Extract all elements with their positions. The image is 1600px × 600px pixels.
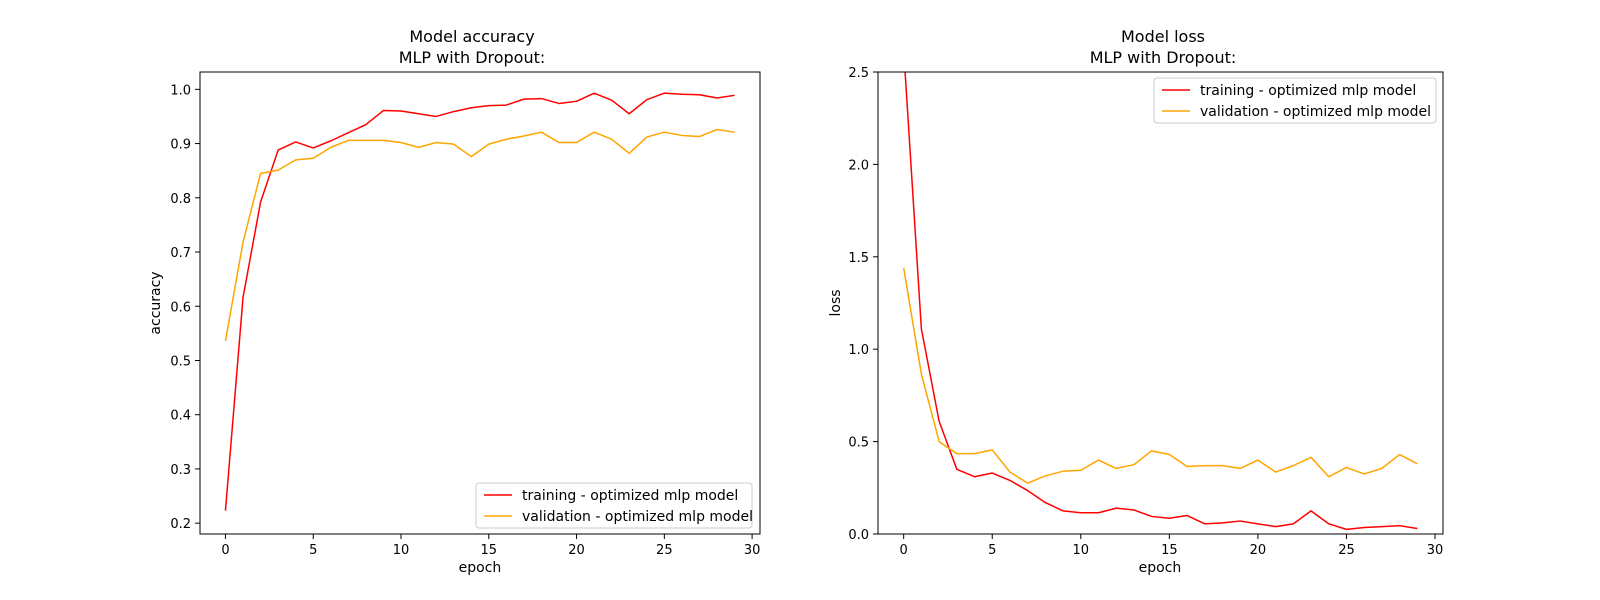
accuracy-x-tick-label: 25 — [656, 543, 673, 558]
loss-x-axis-label: epoch — [1139, 560, 1182, 576]
accuracy-x-tick-label: 30 — [744, 543, 761, 558]
accuracy-x-tick-label: 20 — [568, 543, 585, 558]
accuracy-y-tick-label: 0.3 — [170, 463, 191, 478]
accuracy-x-tick-label: 10 — [393, 543, 410, 558]
loss-chart-title: Model loss — [1121, 27, 1205, 46]
accuracy-y-tick-label: 0.6 — [170, 300, 191, 315]
loss-legend-training-label: training - optimized mlp model — [1200, 83, 1416, 99]
accuracy-y-tick-label: 1.0 — [170, 83, 191, 98]
loss-y-tick-label: 2.0 — [848, 158, 869, 173]
accuracy-x-axis-label: epoch — [459, 560, 502, 576]
loss-chart-panel: Model loss MLP with Dropout: 0 5 10 15 20 25 3… — [828, 27, 1444, 576]
accuracy-y-tick-label: 0.7 — [170, 246, 191, 261]
accuracy-series-training-line — [224, 92, 735, 511]
accuracy-chart-panel: Model accuracy MLP with Dropout: 0 5 10 15 2… — [148, 27, 761, 576]
loss-x-tick-label: 15 — [1161, 543, 1178, 558]
accuracy-legend: training - optimized mlp model validatio… — [475, 482, 753, 529]
loss-plot-area — [902, 72, 1418, 531]
loss-y-tick-label: 0.0 — [848, 528, 869, 543]
loss-x-tick-label: 0 — [900, 543, 908, 558]
accuracy-chart-subtitle: MLP with Dropout: — [399, 48, 546, 67]
accuracy-legend-box — [475, 482, 753, 529]
loss-series-training-line — [904, 72, 1418, 531]
accuracy-x-tick-label: 5 — [309, 543, 317, 558]
loss-legend-box — [1153, 77, 1437, 124]
accuracy-legend-training-label: training - optimized mlp model — [522, 488, 738, 504]
loss-x-tick-label: 25 — [1338, 543, 1355, 558]
loss-y-axis-label: loss — [828, 289, 844, 316]
accuracy-axes-frame — [199, 71, 761, 535]
accuracy-y-tick-label: 0.8 — [170, 192, 191, 207]
accuracy-y-tick-label: 0.2 — [170, 517, 191, 532]
loss-y-tick-label: 1.0 — [848, 343, 869, 358]
loss-chart-subtitle: MLP with Dropout: — [1090, 48, 1237, 67]
loss-x-tick-label: 10 — [1073, 543, 1090, 558]
accuracy-chart-title: Model accuracy — [409, 27, 534, 46]
loss-legend: training - optimized mlp model validatio… — [1153, 77, 1437, 124]
accuracy-x-tick-label: 0 — [221, 543, 229, 558]
accuracy-y-tick-label: 0.4 — [170, 409, 191, 424]
accuracy-y-tick-label: 0.9 — [170, 138, 191, 153]
accuracy-plot-area — [224, 92, 735, 511]
accuracy-y-tick-label: 0.5 — [170, 354, 191, 369]
loss-axes-frame — [877, 71, 1444, 535]
accuracy-legend-validation-label: validation - optimized mlp model — [522, 509, 753, 525]
loss-axis-ticks: 0 5 10 15 20 25 30 0.0 0.5 1.0 1.5 2.0 2.5 — [848, 66, 1443, 558]
accuracy-series-validation-line — [224, 128, 735, 342]
loss-y-tick-label: 1.5 — [848, 251, 869, 266]
accuracy-y-axis-label: accuracy — [148, 271, 164, 334]
loss-x-tick-label: 20 — [1250, 543, 1267, 558]
loss-x-tick-label: 30 — [1427, 543, 1444, 558]
loss-x-tick-label: 5 — [988, 543, 996, 558]
loss-y-tick-label: 2.5 — [848, 66, 869, 81]
accuracy-axis-ticks: 0 5 10 15 20 25 30 0.2 0.3 0.4 0.5 0.6 0.7 0.8 0.9 1.0 — [170, 83, 760, 558]
loss-legend-validation-label: validation - optimized mlp model — [1200, 104, 1431, 120]
accuracy-x-tick-label: 15 — [481, 543, 498, 558]
loss-series-validation-line — [902, 267, 1418, 484]
loss-y-tick-label: 0.5 — [848, 436, 869, 451]
